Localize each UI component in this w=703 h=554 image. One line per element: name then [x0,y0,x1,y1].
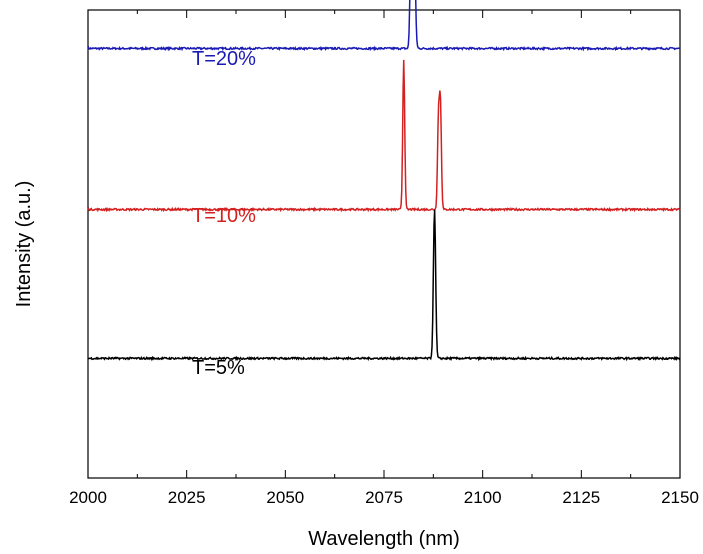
x-tick-label: 2025 [168,488,206,507]
series-label: T=10% [192,205,256,227]
x-tick-label: 2150 [661,488,699,507]
x-axis-ticks [87,10,681,478]
series-label: T=5% [192,357,245,379]
x-tick-label: 2100 [464,488,502,507]
x-tick-label: 2000 [69,488,107,507]
x-tick-label: 2050 [266,488,304,507]
x-axis-tick-labels: 2000 2025 2050 2075 2100 2125 2150 [69,488,699,507]
series-labels: T=20% T=10% T=5% [192,48,256,379]
series-traces [87,0,681,362]
series-line [87,0,681,52]
series-line [87,209,681,362]
series-line [87,59,681,213]
y-axis-title: Intensity (a.u.) [13,181,35,308]
plot-frame [87,9,681,479]
x-tick-label: 2075 [365,488,403,507]
x-axis-title: Wavelength (nm) [308,528,460,550]
series-label: T=20% [192,48,256,70]
x-tick-label: 2125 [562,488,600,507]
